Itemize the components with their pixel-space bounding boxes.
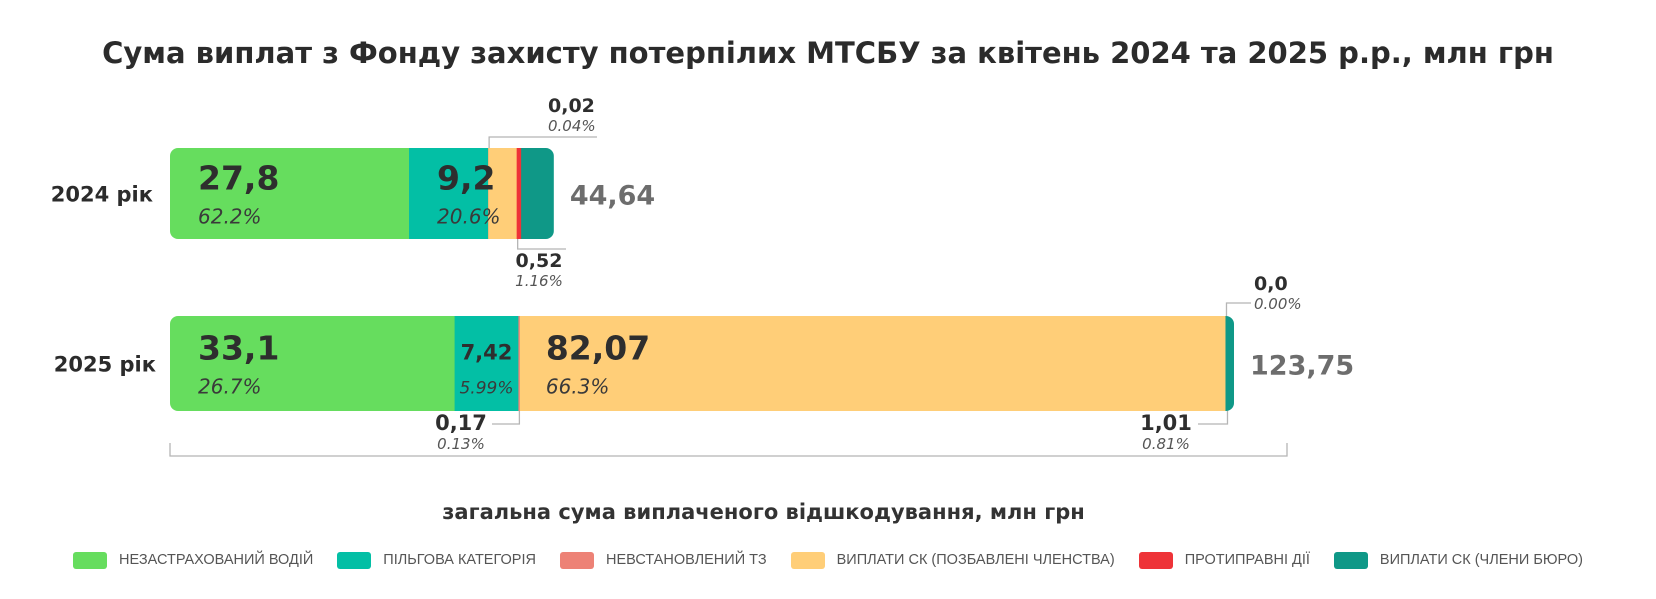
legend-item: ПРОТИПРАВНІ ДІЇ [1138, 551, 1310, 569]
chart-title: Сума виплат з Фонду захисту потерпілих М… [102, 36, 1554, 70]
bar-segment [409, 148, 489, 239]
callout-value-label: 0,17 [435, 411, 487, 435]
callout-value-label: 0,0 [1254, 273, 1288, 295]
legend-label: НЕЗАСТРАХОВАНИЙ ВОДІЙ [119, 552, 314, 568]
x-axis-label: загальна сума виплаченого відшкодування,… [442, 500, 1085, 524]
bar-segment [170, 316, 456, 411]
bar-segment [1225, 316, 1234, 411]
bar-2024 [170, 148, 554, 239]
callout-pct-label: 0.00% [1254, 295, 1302, 313]
legend-swatch [337, 551, 372, 569]
legend-item: ПІЛЬГОВА КАТЕГОРІЯ [337, 551, 536, 569]
legend-swatch [73, 551, 108, 569]
bar-segment [170, 148, 410, 239]
callout-value-label: 1,01 [1140, 411, 1192, 435]
bar-segment [516, 148, 522, 239]
callout-pct-label: 1.16% [515, 272, 563, 290]
callout-value-label: 0,52 [516, 250, 563, 272]
legend-swatch [1333, 551, 1368, 569]
legend-label: ВИПЛАТИ СК (ПОЗБАВЛЕНІ ЧЛЕНСТВА) [836, 552, 1115, 568]
bar-segment [454, 316, 519, 411]
legend-item: ВИПЛАТИ СК (ЧЛЕНИ БЮРО) [1333, 551, 1583, 569]
category-label: 2025 рік [54, 353, 156, 377]
legend-item: ВИПЛАТИ СК (ПОЗБАВЛЕНІ ЧЛЕНСТВА) [790, 551, 1115, 569]
callout-line [1198, 411, 1229, 425]
bar-segment [519, 316, 1227, 411]
segment-value-label: 82,07 [546, 329, 650, 368]
segment-value-label: 7,42 [461, 341, 513, 365]
total-label: 123,75 [1250, 351, 1354, 382]
legend-swatch [790, 551, 825, 569]
callout-line [488, 136, 597, 148]
legend-item: НЕВСТАНОВЛЕНИЙ ТЗ [559, 551, 767, 569]
callout-pct-label: 0.04% [548, 117, 596, 135]
callout-line [492, 411, 521, 425]
segment-value-label: 27,8 [198, 159, 279, 198]
legend: НЕЗАСТРАХОВАНИЙ ВОДІЙ ПІЛЬГОВА КАТЕГОРІЯ Н… [0, 547, 1656, 573]
segment-pct-label: 62.2% [198, 205, 262, 229]
callout-pct-label: 0.81% [1142, 435, 1190, 453]
bar-segment [488, 148, 518, 239]
legend-swatch [559, 551, 594, 569]
legend-item: НЕЗАСТРАХОВАНИЙ ВОДІЙ [73, 551, 314, 569]
total-label: 44,64 [570, 181, 655, 212]
legend-swatch [1138, 551, 1173, 569]
legend-label: ВИПЛАТИ СК (ЧЛЕНИ БЮРО) [1379, 552, 1583, 568]
legend-label: ПІЛЬГОВА КАТЕГОРІЯ [383, 552, 536, 568]
legend-label: ПРОТИПРАВНІ ДІЇ [1184, 552, 1310, 568]
segment-pct-label: 5.99% [459, 379, 513, 399]
segment-value-label: 9,2 [437, 159, 495, 198]
bar-segment [521, 148, 554, 239]
legend-label: НЕВСТАНОВЛЕНИЙ ТЗ [605, 552, 767, 568]
segment-value-label: 33,1 [198, 329, 279, 368]
category-label: 2024 рік [51, 183, 153, 207]
bar-2025 [170, 316, 1234, 411]
callout-pct-label: 0.13% [437, 435, 485, 453]
callout-value-label: 0,02 [548, 95, 595, 117]
callout-line [1225, 302, 1251, 316]
segment-pct-label: 20.6% [437, 205, 501, 229]
callout-line [517, 239, 566, 250]
x-axis-bracket [169, 443, 1288, 457]
segment-pct-label: 26.7% [198, 375, 262, 399]
segment-pct-label: 66.3% [546, 375, 610, 399]
